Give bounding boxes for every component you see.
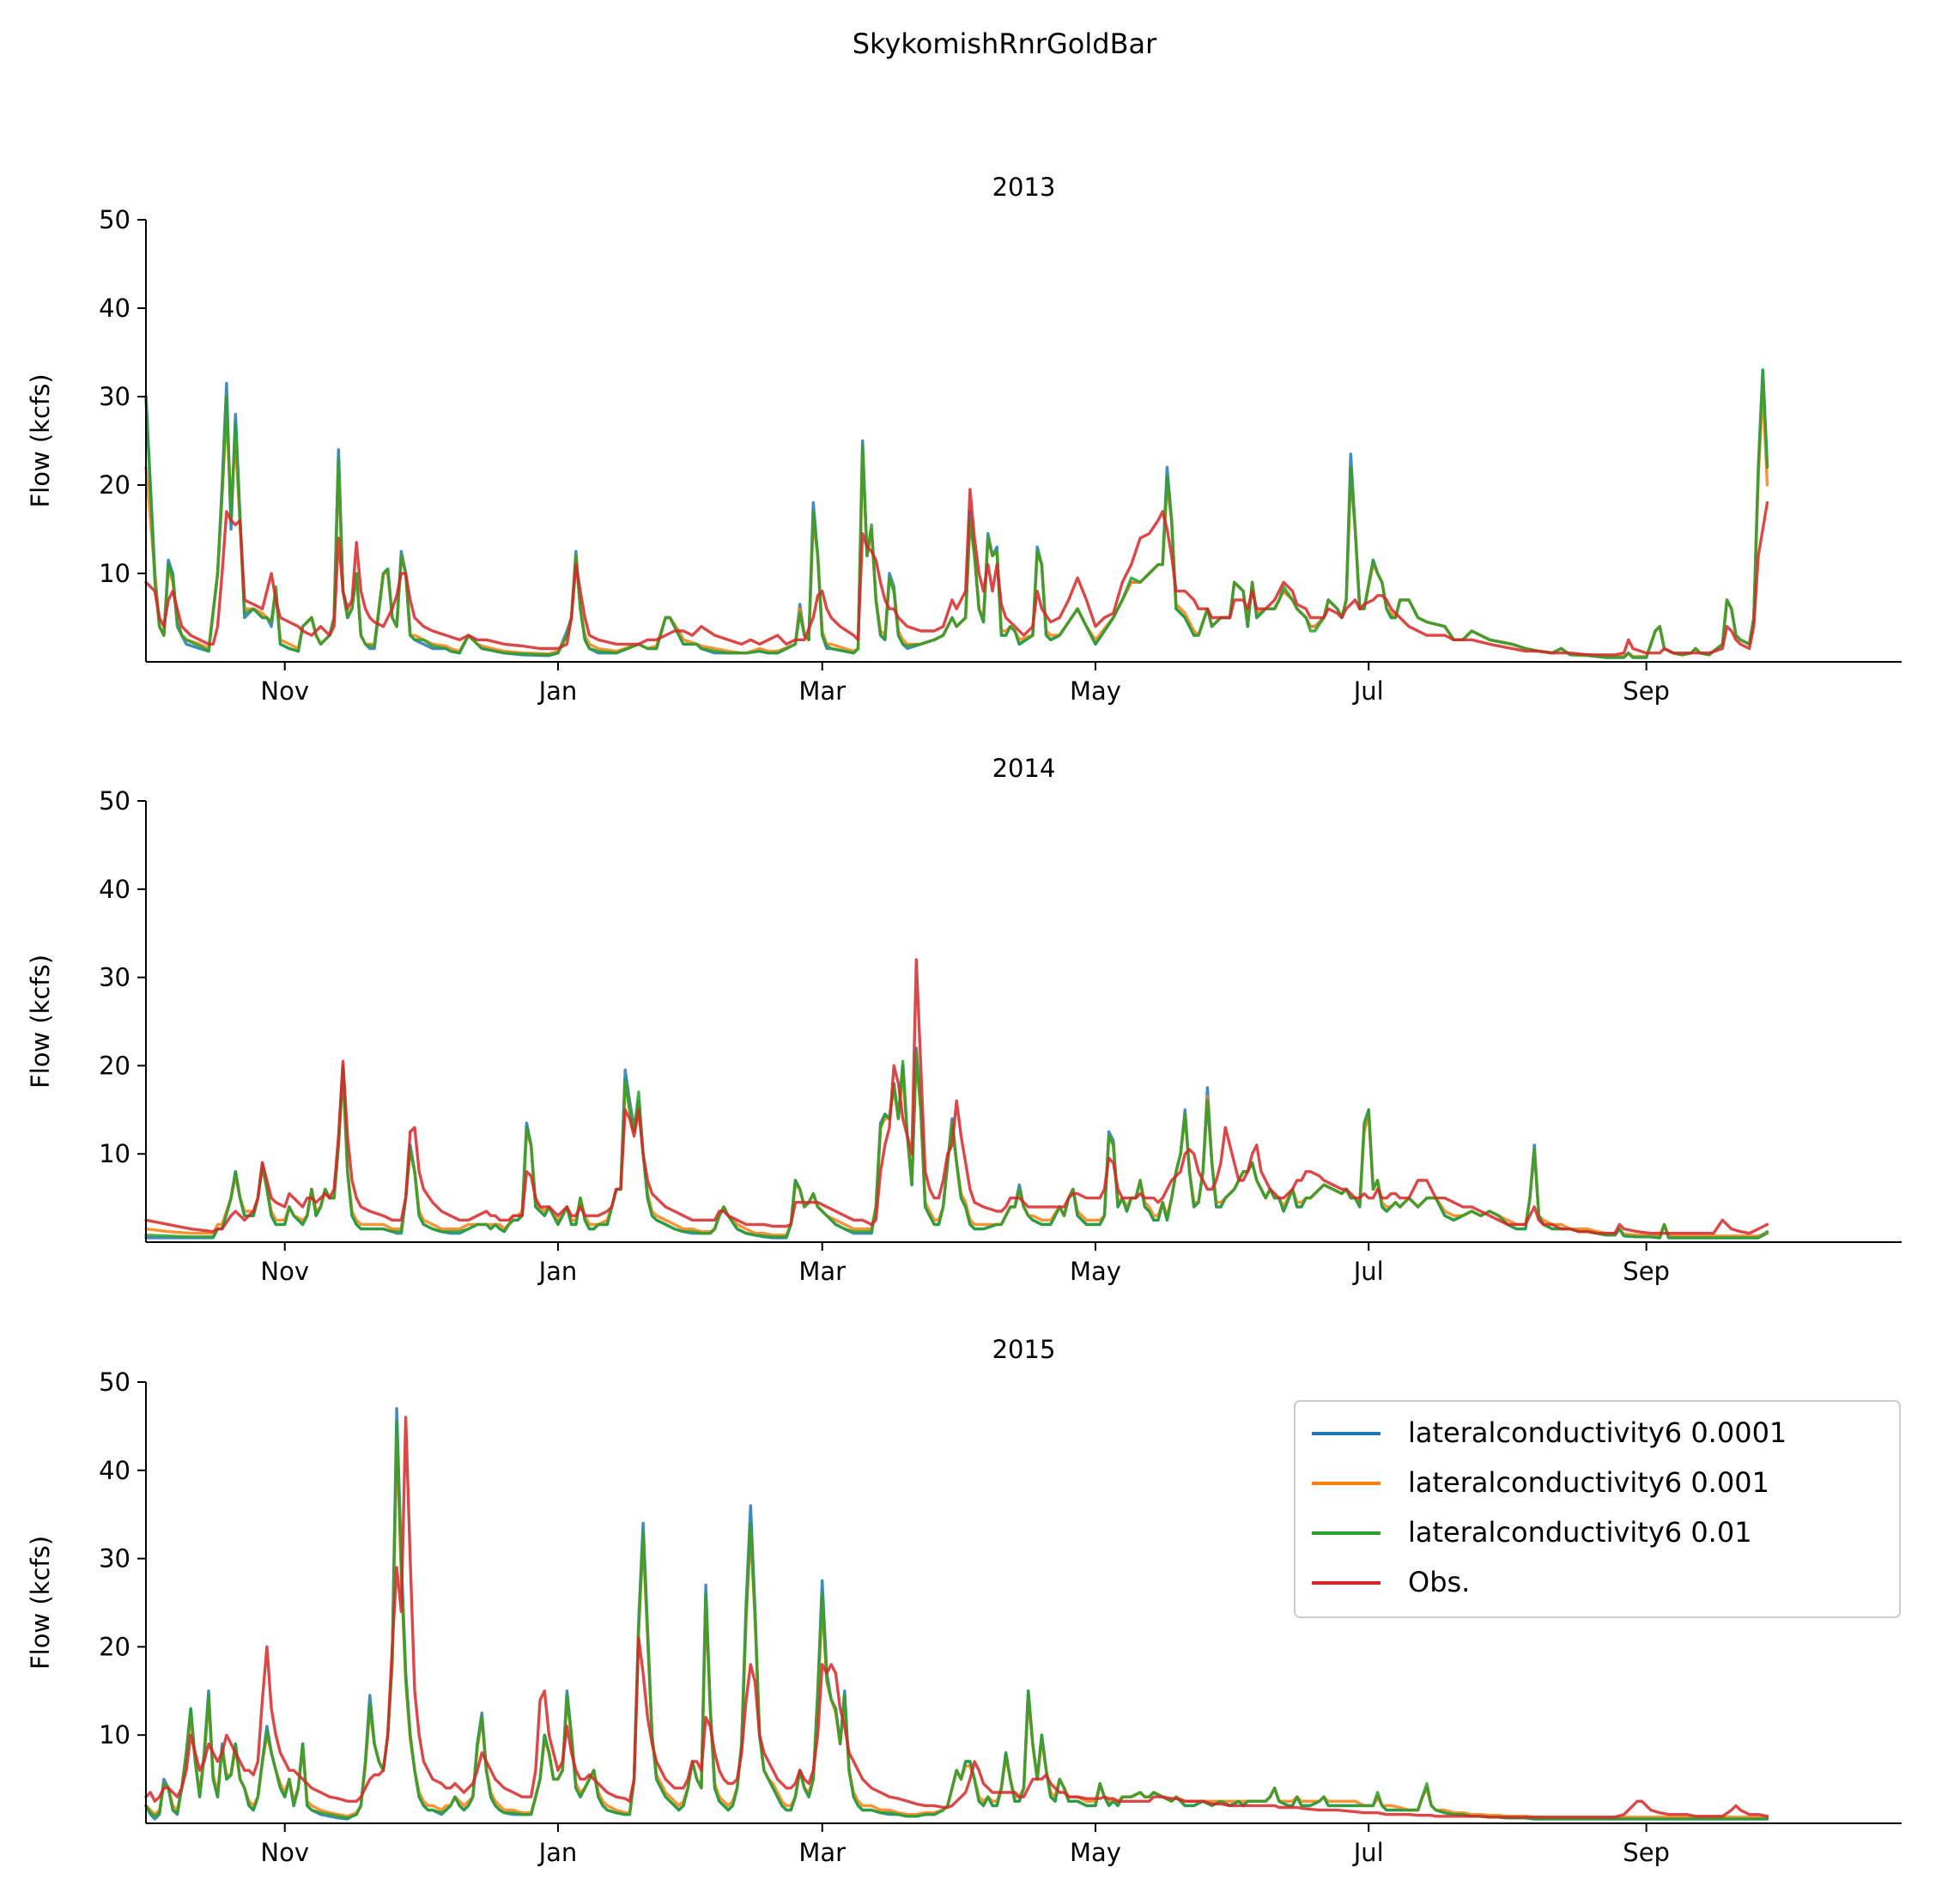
- x-tick-label: Jul: [1352, 1838, 1384, 1867]
- y-tick-label: 50: [99, 205, 130, 234]
- x-tick-label: Jul: [1352, 676, 1384, 706]
- panel-title: 2015: [992, 1335, 1056, 1364]
- y-tick-label: 40: [99, 294, 130, 323]
- y-tick-label: 30: [99, 963, 130, 992]
- x-tick-label: Nov: [260, 1257, 309, 1286]
- legend-label: Obs.: [1408, 1566, 1470, 1598]
- y-tick-label: 30: [99, 1544, 130, 1574]
- y-tick-label: 30: [99, 382, 130, 411]
- series-line-obs: [144, 1416, 1769, 1819]
- x-tick-label: Sep: [1623, 1257, 1670, 1286]
- legend-entry-lateralconductivity6-0-0001: lateralconductivity6 0.0001: [1312, 1416, 1787, 1449]
- y-tick-label: 40: [99, 875, 130, 904]
- y-tick-label: 50: [99, 786, 130, 816]
- series-group: [144, 958, 1769, 1240]
- y-tick-label: 50: [99, 1367, 130, 1397]
- y-tick-label: 40: [99, 1456, 130, 1485]
- legend-label: lateralconductivity6 0.01: [1408, 1516, 1752, 1549]
- x-tick-label: Sep: [1623, 676, 1670, 706]
- y-axis-label: Flow (kcfs): [26, 955, 55, 1088]
- panel-title: 2013: [992, 173, 1056, 202]
- x-tick-label: May: [1070, 1257, 1121, 1286]
- figure-suptitle: SkykomishRnrGoldBar: [853, 27, 1157, 60]
- legend-entry-lateralconductivity6-0-01: lateralconductivity6 0.01: [1312, 1516, 1752, 1549]
- x-tick-label: May: [1070, 676, 1121, 706]
- x-tick-label: Jul: [1352, 1257, 1384, 1286]
- series-line-lateralconductivity6-0-01: [144, 368, 1769, 659]
- series-line-lateralconductivity6-0-001: [144, 1055, 1769, 1238]
- series-group: [144, 1407, 1769, 1821]
- x-tick-label: Mar: [798, 1838, 846, 1867]
- legend-label: lateralconductivity6 0.001: [1408, 1466, 1769, 1499]
- series-group: [144, 368, 1769, 659]
- y-tick-label: 20: [99, 470, 130, 500]
- y-tick-label: 20: [99, 1632, 130, 1661]
- series-line-lateralconductivity6-0-01: [144, 1420, 1769, 1821]
- series-line-lateralconductivity6-0-01: [144, 1051, 1769, 1240]
- chart-panel-2014: 2014 Flow (kcfs) 10 20 30 40 50 Nov Jan Mar May Jul…: [26, 754, 1902, 1286]
- y-tick-label: 10: [99, 559, 130, 588]
- legend-label: lateralconductivity6 0.0001: [1408, 1416, 1787, 1449]
- x-tick-label: Mar: [798, 676, 846, 706]
- series-line-obs: [144, 488, 1769, 657]
- x-tick-label: Jan: [537, 1257, 578, 1286]
- x-tick-label: Sep: [1623, 1838, 1670, 1867]
- x-tick-label: Mar: [798, 1257, 846, 1286]
- legend-entry-obs: Obs.: [1312, 1566, 1470, 1598]
- x-tick-label: Jan: [537, 676, 578, 706]
- series-line-obs: [144, 958, 1769, 1235]
- panel-title: 2014: [992, 754, 1056, 783]
- chart-panel-2015: 2015 Flow (kcfs) 10 20 30 40 50 Nov Jan Mar May Jul…: [26, 1335, 1902, 1867]
- series-line-lateralconductivity6-0-0001: [144, 1046, 1769, 1240]
- legend-box: [1294, 1400, 1901, 1618]
- x-tick-label: Nov: [260, 1838, 309, 1867]
- x-tick-label: Jan: [537, 1838, 578, 1867]
- y-tick-label: 20: [99, 1051, 130, 1080]
- y-axis-label: Flow (kcfs): [26, 373, 55, 507]
- x-tick-label: May: [1070, 1838, 1121, 1867]
- x-tick-label: Nov: [260, 676, 309, 706]
- y-axis-label: Flow (kcfs): [26, 1536, 55, 1670]
- legend-entry-lateralconductivity6-0-001: lateralconductivity6 0.001: [1312, 1466, 1769, 1499]
- y-tick-label: 10: [99, 1139, 130, 1168]
- chart-panel-2013: 2013 Flow (kcfs) 10 20 30 40 50 Nov Jan Mar May Jul…: [26, 173, 1902, 706]
- y-tick-label: 10: [99, 1720, 130, 1749]
